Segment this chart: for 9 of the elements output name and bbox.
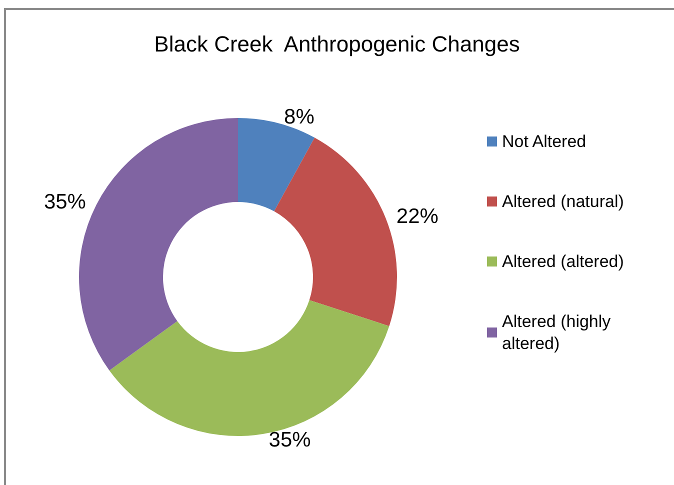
legend-label: Altered (natural) <box>502 192 624 211</box>
chart-title: Black Creek Anthropogenic Changes <box>154 32 520 56</box>
legend-label: Altered (highly altered) <box>502 312 616 353</box>
legend-label: Not Altered <box>502 132 586 151</box>
legend-label: Altered (altered) <box>502 252 624 271</box>
data-label: 22% <box>396 204 438 228</box>
data-label: 8% <box>284 106 314 129</box>
data-label: 35% <box>44 190 86 214</box>
data-label: 35% <box>268 428 311 452</box>
